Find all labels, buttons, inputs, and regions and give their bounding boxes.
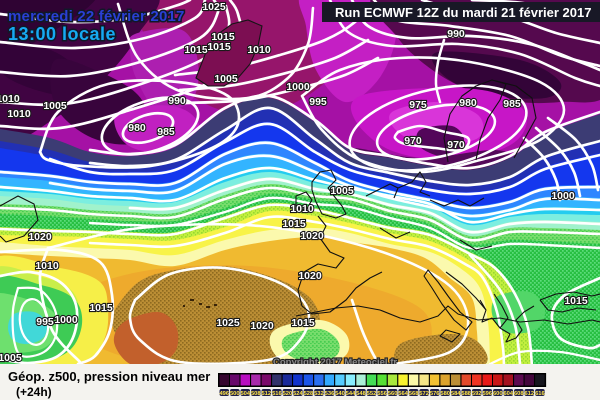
- svg-text:1005: 1005: [330, 185, 354, 197]
- svg-text:600: 600: [493, 391, 503, 397]
- svg-text:13:00 locale: 13:00 locale: [8, 24, 116, 44]
- svg-text:990: 990: [447, 28, 465, 40]
- svg-text:552: 552: [367, 391, 377, 397]
- svg-text:995: 995: [36, 316, 54, 328]
- svg-text:572: 572: [419, 391, 429, 397]
- svg-text:1015: 1015: [207, 41, 231, 53]
- svg-text:1010: 1010: [7, 108, 31, 120]
- svg-text:500: 500: [230, 391, 240, 397]
- svg-text:1015: 1015: [564, 295, 588, 307]
- svg-text:568: 568: [409, 391, 419, 397]
- svg-text:1015: 1015: [282, 218, 306, 230]
- svg-text:1005: 1005: [0, 352, 22, 364]
- svg-text:1020: 1020: [300, 230, 324, 242]
- svg-text:1010: 1010: [290, 203, 314, 215]
- svg-text:604: 604: [503, 391, 513, 397]
- svg-text:576: 576: [430, 391, 440, 397]
- svg-text:1000: 1000: [551, 190, 575, 202]
- svg-text:512: 512: [261, 391, 271, 397]
- svg-text:564: 564: [398, 391, 408, 397]
- svg-text:520: 520: [283, 391, 293, 397]
- svg-text:592: 592: [472, 391, 482, 397]
- svg-text:1015: 1015: [184, 44, 208, 56]
- svg-text:995: 995: [309, 96, 327, 108]
- svg-text:1020: 1020: [28, 231, 52, 243]
- svg-text:1000: 1000: [54, 314, 78, 326]
- svg-text:544: 544: [346, 391, 356, 397]
- svg-text:1020: 1020: [298, 270, 322, 282]
- svg-text:596: 596: [482, 391, 492, 397]
- svg-text:1015: 1015: [291, 317, 315, 329]
- svg-text:1000: 1000: [286, 81, 310, 93]
- svg-text:584: 584: [451, 391, 461, 397]
- svg-text:975: 975: [409, 99, 427, 111]
- svg-text:616: 616: [535, 391, 545, 397]
- svg-text:496: 496: [219, 391, 229, 397]
- svg-text:1025: 1025: [216, 317, 240, 329]
- svg-text:985: 985: [503, 98, 521, 110]
- svg-text:1010: 1010: [0, 93, 20, 105]
- svg-text:1015: 1015: [211, 31, 235, 43]
- svg-text:1005: 1005: [214, 73, 238, 85]
- svg-text:504: 504: [240, 391, 250, 397]
- svg-text:mercredi 22 février 2017: mercredi 22 février 2017: [8, 8, 185, 25]
- svg-text:990: 990: [168, 95, 186, 107]
- svg-text:540: 540: [335, 391, 345, 397]
- svg-text:608: 608: [514, 391, 524, 397]
- svg-text:508: 508: [251, 391, 261, 397]
- svg-text:528: 528: [304, 391, 314, 397]
- svg-text:1010: 1010: [247, 44, 271, 56]
- svg-text:1015: 1015: [89, 302, 113, 314]
- svg-text:Géop. z500, pression niveau me: Géop. z500, pression niveau mer: [8, 369, 210, 384]
- svg-text:980: 980: [459, 97, 477, 109]
- svg-text:560: 560: [388, 391, 398, 397]
- svg-text:580: 580: [440, 391, 450, 397]
- svg-text:Run ECMWF 12Z du mardi 21 févr: Run ECMWF 12Z du mardi 21 février 2017: [335, 5, 591, 20]
- svg-text:970: 970: [404, 135, 422, 147]
- svg-text:548: 548: [356, 391, 366, 397]
- svg-text:524: 524: [293, 391, 303, 397]
- svg-text:1010: 1010: [35, 260, 59, 272]
- svg-text:532: 532: [314, 391, 324, 397]
- svg-text:980: 980: [128, 122, 146, 134]
- svg-text:612: 612: [524, 391, 534, 397]
- svg-text:556: 556: [377, 391, 387, 397]
- svg-text:1005: 1005: [43, 100, 67, 112]
- svg-text:970: 970: [447, 139, 465, 151]
- svg-text:985: 985: [157, 126, 175, 138]
- svg-text:(+24h): (+24h): [16, 385, 52, 399]
- svg-text:1025: 1025: [202, 1, 226, 13]
- svg-text:588: 588: [461, 391, 471, 397]
- svg-text:1020: 1020: [250, 320, 274, 332]
- svg-text:536: 536: [325, 391, 335, 397]
- svg-text:516: 516: [272, 391, 282, 397]
